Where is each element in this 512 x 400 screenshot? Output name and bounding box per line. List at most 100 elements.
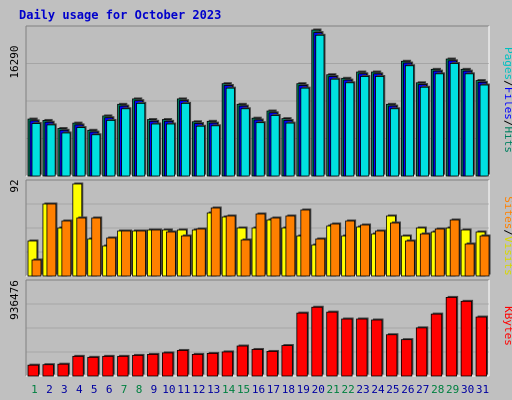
- pages-bar-26: [404, 65, 415, 177]
- sites-bar-1: [31, 259, 42, 277]
- sites-bar-14: [225, 215, 236, 277]
- kbytes-bar-29: [445, 297, 458, 377]
- sites-bar-28: [434, 228, 445, 277]
- kbytes-bar-11: [176, 350, 189, 377]
- sites-bar-16: [255, 213, 266, 277]
- sites-bar-13: [210, 207, 221, 277]
- x-tick-label-28: 28: [431, 383, 444, 396]
- x-tick-label-15: 15: [237, 383, 250, 396]
- pages-bar-22: [345, 82, 355, 177]
- kbytes-bar-30: [460, 300, 472, 377]
- pages-bar-5: [91, 134, 101, 177]
- kbytes-bar-2: [42, 364, 54, 377]
- x-tick-label-25: 25: [386, 383, 399, 396]
- x-tick-label-20: 20: [312, 383, 325, 396]
- legend-pages: Pages: [502, 47, 512, 80]
- kbytes-bar-16: [251, 349, 263, 377]
- sites-bar-10: [166, 231, 176, 277]
- pages-bar-9: [151, 123, 161, 177]
- kbytes-panel: [25, 279, 490, 377]
- pages-bar-19: [300, 87, 310, 177]
- sites-bar-20: [315, 238, 326, 277]
- hits-legend: Pages/Files/Hits: [502, 47, 512, 153]
- sites-bar-22: [345, 220, 356, 277]
- pages-bar-1: [31, 123, 41, 177]
- sites-bar-31: [479, 235, 490, 277]
- pages-bar-8: [136, 103, 146, 177]
- sites-bar-18: [285, 215, 296, 277]
- kbytes-bar-4: [72, 355, 84, 377]
- pages-bar-23: [360, 76, 370, 177]
- svg-text:Pages/Files/Hits: Pages/Files/Hits: [502, 47, 512, 153]
- kbytes-bar-25: [386, 334, 398, 377]
- x-tick-label-14: 14: [222, 383, 236, 396]
- sites-bar-9: [151, 229, 161, 277]
- hits-panel: [25, 25, 490, 177]
- pages-bar-17: [270, 115, 280, 177]
- sites-bar-11: [180, 235, 191, 277]
- kbytes-bar-7: [117, 355, 129, 377]
- kbytes-legend: KBytes: [502, 306, 512, 346]
- visits-legend: Sites/Visits: [502, 196, 512, 276]
- hits-max-label: 16290: [8, 45, 21, 78]
- pages-bar-10: [166, 123, 176, 177]
- sites-bar-21: [330, 223, 341, 277]
- legend-sep-2: /: [502, 120, 512, 127]
- pages-bar-25: [390, 108, 400, 177]
- pages-bar-11: [180, 103, 190, 177]
- x-tick-label-12: 12: [192, 383, 205, 396]
- x-tick-label-9: 9: [151, 383, 158, 396]
- visits-max-label: 92: [8, 179, 21, 192]
- sites-bar-5: [91, 217, 102, 277]
- legend-sep-3: /: [502, 229, 512, 236]
- pages-bar-2: [46, 124, 56, 177]
- kbytes-bar-20: [311, 306, 323, 377]
- legend-hits: Hits: [502, 127, 512, 154]
- pages-bar-7: [121, 108, 131, 177]
- x-tick-label-31: 31: [476, 383, 489, 396]
- pages-bar-18: [285, 122, 295, 177]
- svg-text:Sites/Visits: Sites/Visits: [502, 196, 512, 276]
- x-tick-label-5: 5: [91, 383, 98, 396]
- kbytes-bar-24: [371, 319, 383, 377]
- kbytes-bar-13: [206, 353, 219, 377]
- x-tick-label-30: 30: [461, 383, 474, 396]
- kbytes-bar-1: [27, 364, 39, 377]
- sites-bar-2: [46, 203, 57, 277]
- x-tick-label-10: 10: [162, 383, 175, 396]
- sites-bar-7: [121, 230, 131, 277]
- x-tick-label-1: 1: [31, 383, 38, 396]
- kbytes-bar-31: [475, 316, 487, 377]
- pages-bar-3: [61, 132, 71, 177]
- chart-title: Daily usage for October 2023: [19, 8, 221, 22]
- x-tick-label-26: 26: [401, 383, 414, 396]
- kbytes-bar-28: [430, 313, 443, 377]
- x-tick-label-16: 16: [252, 383, 265, 396]
- x-tick-label-18: 18: [282, 383, 295, 396]
- x-tick-label-11: 11: [177, 383, 190, 396]
- x-tick-label-8: 8: [136, 383, 143, 396]
- x-tick-label-6: 6: [106, 383, 113, 396]
- kbytes-bar-3: [57, 363, 69, 377]
- sites-bar-23: [360, 224, 370, 277]
- x-tick-label-24: 24: [371, 383, 385, 396]
- pages-bar-20: [315, 34, 325, 177]
- sites-bar-24: [375, 230, 385, 277]
- x-tick-label-7: 7: [121, 383, 128, 396]
- sites-bar-29: [449, 219, 460, 277]
- pages-bar-14: [225, 87, 235, 177]
- sites-bar-27: [419, 233, 430, 277]
- sites-bar-26: [404, 240, 415, 277]
- kbytes-bar-15: [236, 345, 248, 377]
- pages-bar-31: [479, 84, 489, 177]
- pages-bar-29: [449, 63, 459, 177]
- legend-sites: Sites: [502, 196, 512, 229]
- x-axis-labels: 1 2 3 4 5 6 7 8 9 10 11 12 13 14 15 16 17 18 19 20 21 22 23 24 2…: [31, 383, 489, 396]
- pages-bar-27: [419, 86, 429, 177]
- pages-bar-12: [195, 125, 205, 177]
- kbytes-bar-14: [221, 351, 234, 377]
- legend-visits: Visits: [502, 236, 512, 276]
- kbytes-bar-9: [147, 353, 159, 377]
- kbytes-bar-27: [415, 327, 428, 377]
